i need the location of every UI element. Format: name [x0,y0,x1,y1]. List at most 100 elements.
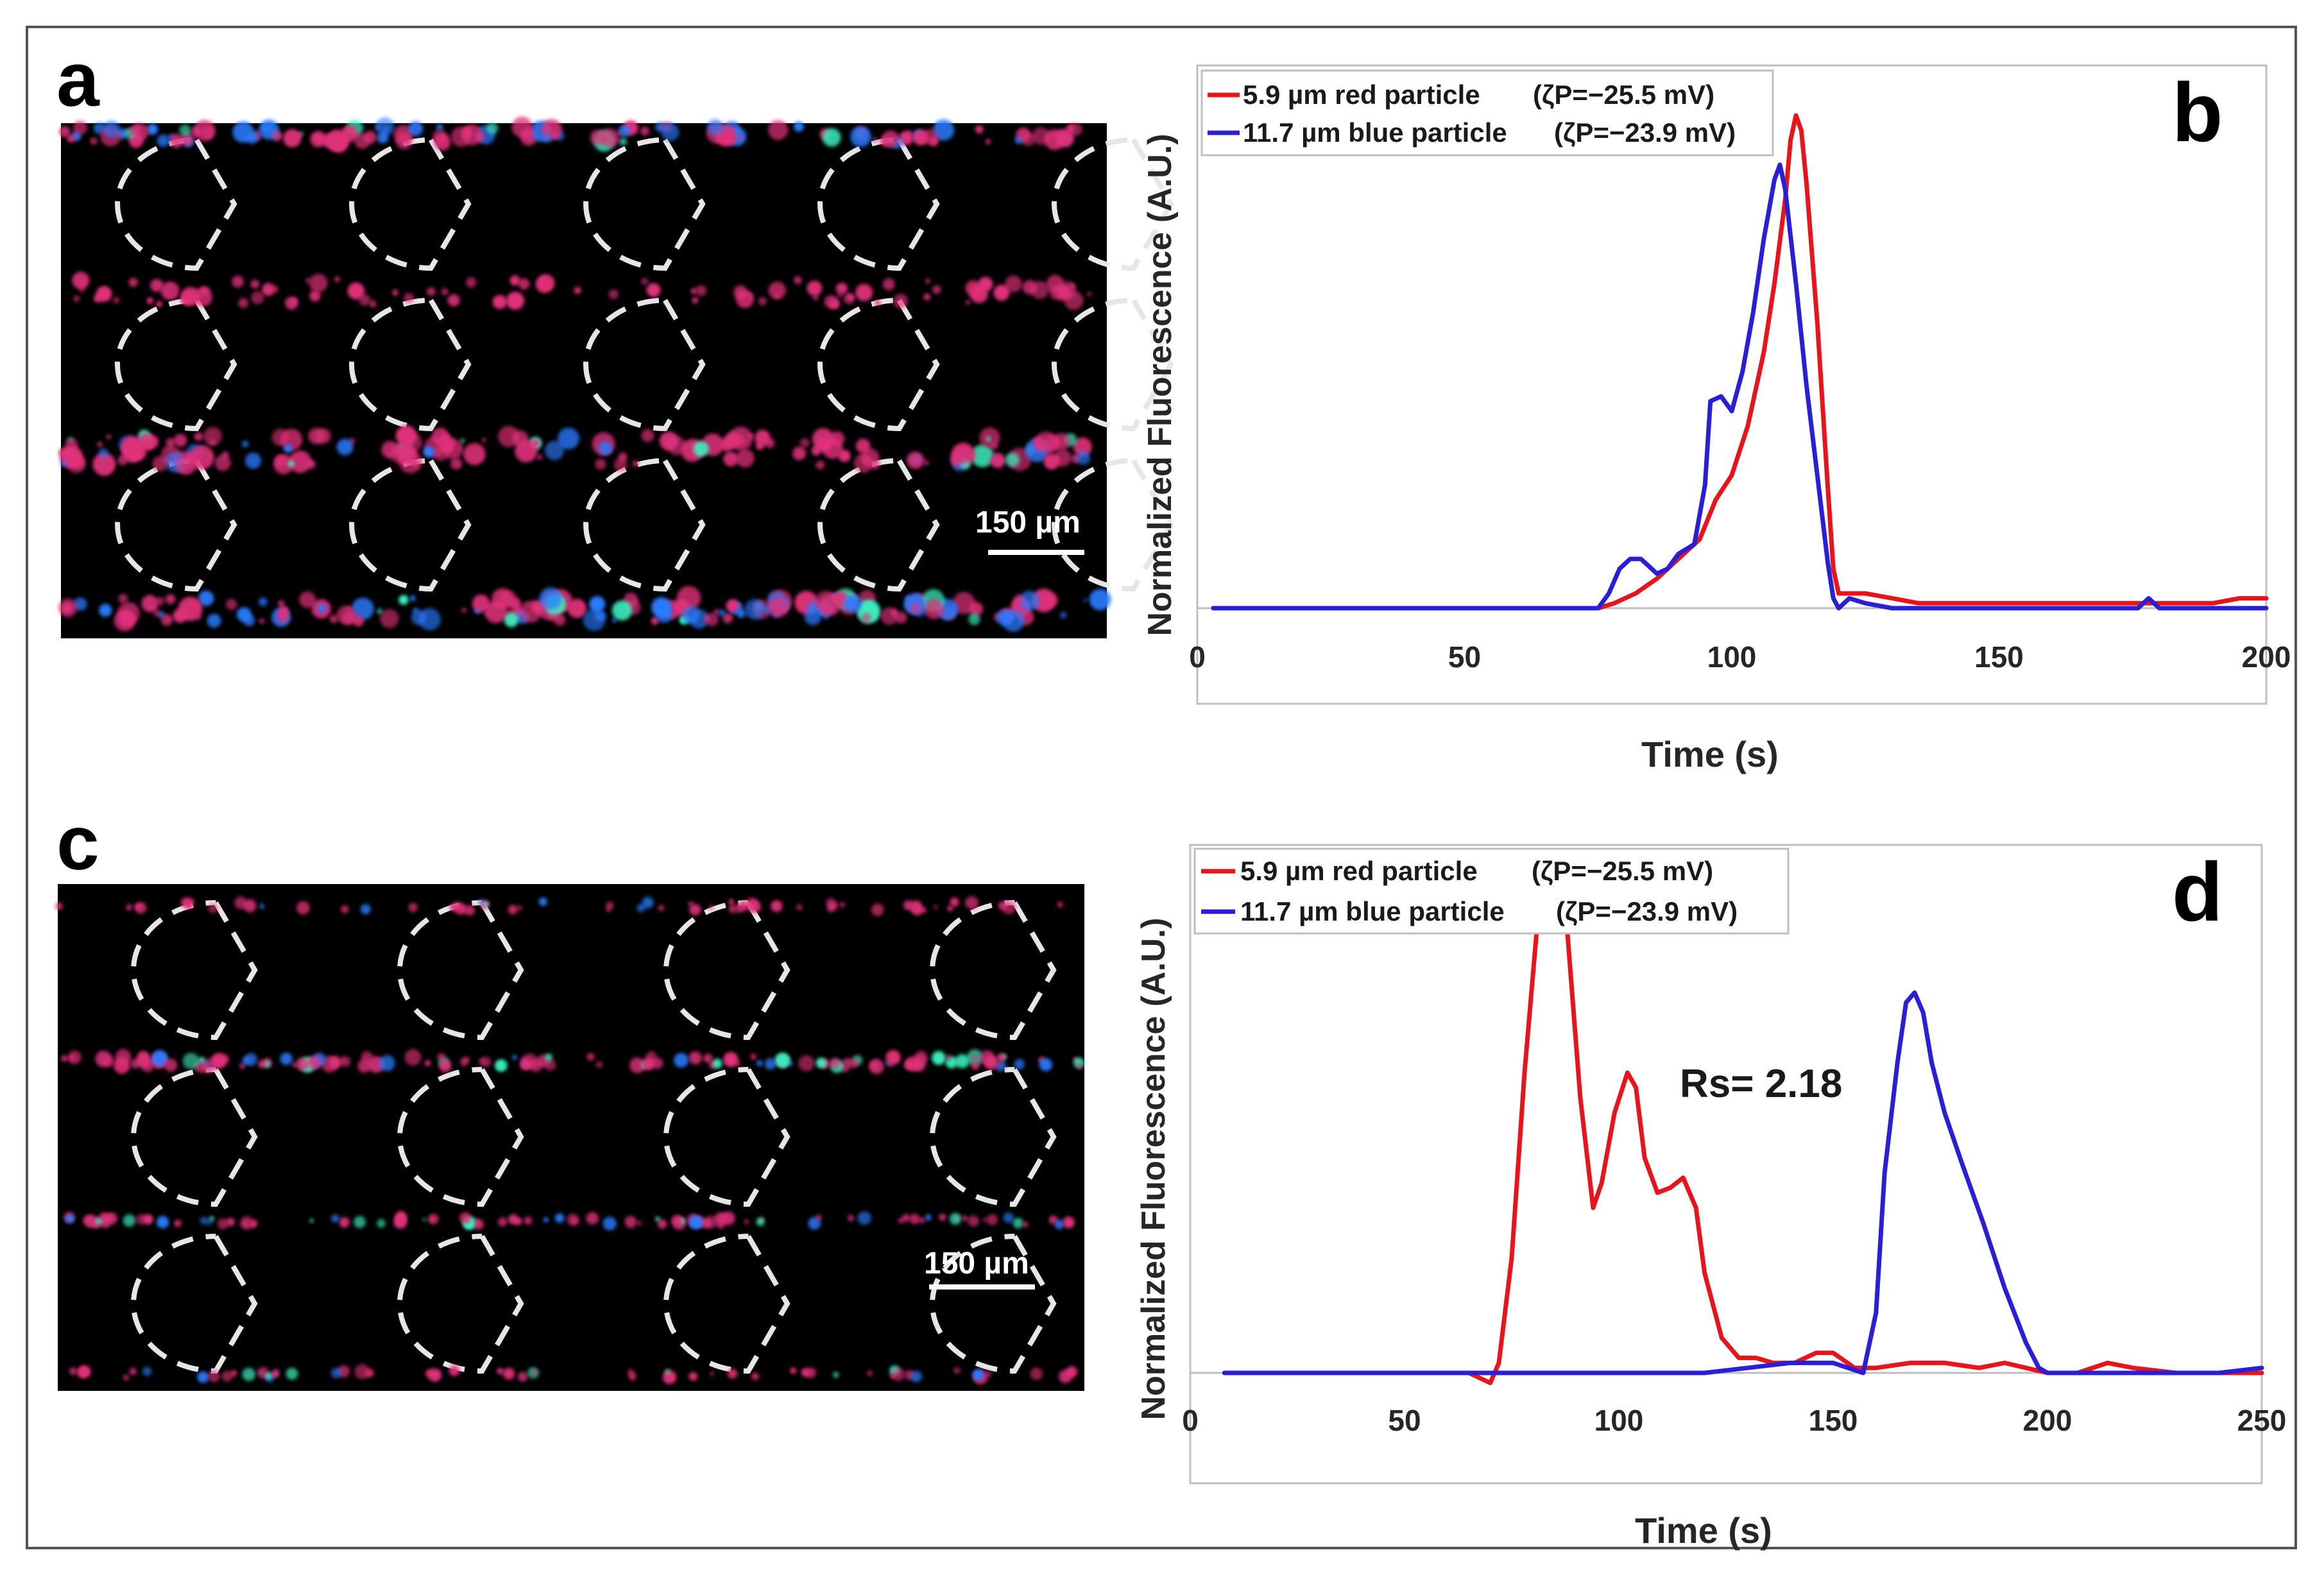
particle [847,1214,855,1222]
chart-d-ticks: 0 50 100 150 200 250 [1182,1404,2286,1437]
particle [150,278,164,292]
particle [1054,1220,1064,1230]
particle [755,429,771,446]
particle [157,134,170,148]
particle [984,1055,998,1070]
chart-b-legend-label-red: 5.9 µm red particle [1243,80,1480,110]
particle [164,1059,178,1072]
particle [768,597,789,618]
particle [422,1218,427,1222]
particle [1057,901,1064,908]
electrode-outline [663,1067,790,1207]
particle [1083,598,1088,602]
particle [724,126,728,131]
particle [1022,280,1037,294]
particle [194,432,203,441]
particle [613,457,628,472]
particle [848,1059,859,1069]
particle [287,461,295,467]
particle [657,1219,667,1229]
particle [197,1371,209,1383]
particle [169,133,184,148]
particle [518,278,530,290]
particle [889,1373,896,1379]
particle [1030,1367,1043,1381]
particle [275,455,286,467]
particle [712,1059,722,1069]
particle [377,132,389,144]
particle [160,281,180,300]
particle [947,905,953,912]
particle [975,125,984,134]
particle [1035,431,1057,454]
particle [292,1062,296,1067]
micrograph-c-background [58,884,1084,1391]
particle [146,297,154,305]
particle [336,438,354,455]
particle [238,298,249,309]
particle [843,293,855,305]
particle [434,134,451,151]
particle [363,130,377,144]
particle [392,289,398,296]
particle [598,441,613,455]
particle [217,1218,228,1230]
particle [796,904,803,910]
chart-b-legend-label-blue: 11.7 µm blue particle [1243,117,1507,148]
particle [543,1217,549,1223]
particle [396,443,416,464]
particle [645,1060,653,1068]
particle [602,1216,617,1231]
particle [971,444,994,468]
particle [837,293,842,298]
particle [885,1050,901,1066]
electrode-outline [583,137,706,271]
particle [504,613,519,627]
particle [396,1216,402,1222]
particle [408,121,423,136]
electrode-outline [663,900,790,1041]
particle [966,300,971,305]
electrode-outline [349,137,472,271]
particle [408,903,418,912]
particle [674,1053,689,1068]
particle [968,1215,980,1227]
particle [341,905,349,914]
particle [1012,1218,1024,1229]
particle [744,599,765,620]
particle [188,898,195,905]
particle [472,594,490,613]
particle [654,1216,660,1222]
particle [307,1055,321,1070]
particle [1089,588,1111,611]
particle [156,301,163,308]
particle [1069,284,1075,289]
particle [733,285,748,300]
particle [61,1055,68,1062]
particle [97,441,103,448]
particle [271,1371,278,1378]
particle [728,427,753,451]
particle [671,1214,683,1227]
particle [160,614,173,626]
particle [284,444,293,453]
particle [723,1051,739,1068]
particle [78,1365,91,1378]
particle [882,130,900,148]
particle [436,123,443,131]
particle [705,1215,718,1229]
particle [1005,275,1022,293]
particle [713,609,719,615]
particle [962,1215,968,1222]
chart-d-x-tick-label: 50 [1388,1404,1421,1437]
particle [628,1372,637,1381]
chart-b-legend: 5.9 µm red particle (ζP=−25.5 mV) 11.7 µ… [1200,69,1774,157]
particle [689,904,701,916]
particle [688,1215,703,1230]
particle [703,1053,713,1063]
particle [515,439,538,463]
particle [295,1057,309,1071]
particle [339,1056,351,1068]
particle [146,123,158,135]
particle [903,900,914,910]
